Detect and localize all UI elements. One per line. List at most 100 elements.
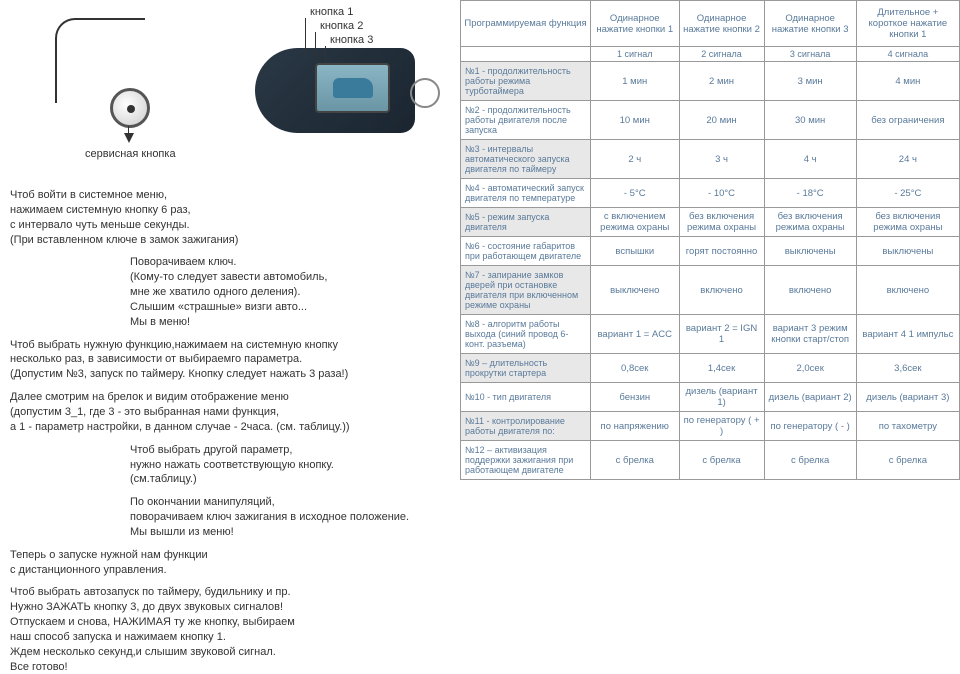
service-button-label: сервисная кнопка [85,148,176,160]
value-cell: с брелка [591,441,680,480]
para-8: Чтоб выбрать автозапуск по таймеру, буди… [10,585,450,674]
value-cell: 2 ч [591,140,680,179]
value-cell: 2,0сек [764,354,856,383]
value-cell: без ограничения [856,101,959,140]
th-c3: Одинарное нажатие кнопки 3 [764,1,856,47]
th-empty [461,47,591,62]
value-cell: 10 мин [591,101,680,140]
value-cell: по тахометру [856,412,959,441]
table-row: №1 - продолжительность работы режима тур… [461,62,960,101]
table-row: №12 – активизация поддержки зажигания пр… [461,441,960,480]
func-cell: №6 - состояние габаритов при работающем … [461,237,591,266]
table-row: №9 – длительность прокрутки стартера0,8с… [461,354,960,383]
value-cell: включено [679,266,764,315]
func-cell: №12 – активизация поддержки зажигания пр… [461,441,591,480]
settings-table: Программируемая функция Одинарное нажати… [460,0,960,480]
func-cell: №1 - продолжительность работы режима тур… [461,62,591,101]
value-cell: 2 мин [679,62,764,101]
value-cell: по генератору ( + ) [679,412,764,441]
value-cell: вариант 2 = IGN 1 [679,315,764,354]
value-cell: 1,4сек [679,354,764,383]
func-cell: №4 - автоматический запуск двигателя по … [461,179,591,208]
value-cell: бензин [591,383,680,412]
value-cell: дизель (вариант 1) [679,383,764,412]
value-cell: по напряжению [591,412,680,441]
value-cell: 3 мин [764,62,856,101]
car-icon [333,78,373,98]
th-c1: Одинарное нажатие кнопки 1 [591,1,680,47]
keyring-icon [410,78,440,108]
value-cell: вариант 1 = ACC [591,315,680,354]
value-cell: с брелка [856,441,959,480]
service-antenna [110,88,150,128]
btn-pointer-3 [325,46,326,61]
table-row: №3 - интервалы автоматического запуска д… [461,140,960,179]
value-cell: - 25°C [856,179,959,208]
value-cell: вспышки [591,237,680,266]
btn2-label: кнопка 2 [320,20,363,32]
table-row: №7 - запирание замков дверей при останов… [461,266,960,315]
para-2: Поворачиваем ключ. (Кому-то следует заве… [130,255,450,329]
func-cell: №8 - алгоритм работы выхода (синий прово… [461,315,591,354]
value-cell: с брелка [679,441,764,480]
para-6: По окончании манипуляций, поворачиваем к… [130,495,450,540]
table-row: №6 - состояние габаритов при работающем … [461,237,960,266]
value-cell: без включения режима охраны [764,208,856,237]
th-func: Программируемая функция [461,1,591,47]
value-cell: 20 мин [679,101,764,140]
value-cell: вариант 4 1 импульс [856,315,959,354]
remote-keyfob [255,48,415,133]
value-cell: 24 ч [856,140,959,179]
value-cell: с включением режима охраны [591,208,680,237]
value-cell: - 18°C [764,179,856,208]
value-cell: горят постоянно [679,237,764,266]
value-cell: 0,8сек [591,354,680,383]
func-cell: №11 - контролирование работы двигателя п… [461,412,591,441]
para-7: Теперь о запуске нужной нам функции с ди… [10,548,450,578]
value-cell: 4 ч [764,140,856,179]
value-cell: выключены [764,237,856,266]
th-c2: Одинарное нажатие кнопки 2 [679,1,764,47]
func-cell: №5 - режим запуска двигателя [461,208,591,237]
btn-pointer-1 [305,18,306,53]
btn3-label: кнопка 3 [330,34,373,46]
value-cell: дизель (вариант 3) [856,383,959,412]
value-cell: с брелка [764,441,856,480]
value-cell: включено [856,266,959,315]
para-1: Чтоб войти в системное меню, нажимаем си… [10,188,450,247]
th-s3: 3 сигнала [764,47,856,62]
th-s2: 2 сигнала [679,47,764,62]
value-cell: 1 мин [591,62,680,101]
value-cell: включено [764,266,856,315]
value-cell: дизель (вариант 2) [764,383,856,412]
func-cell: №7 - запирание замков дверей при останов… [461,266,591,315]
value-cell: 3,6сек [856,354,959,383]
value-cell: выключено [591,266,680,315]
table-row: №8 - алгоритм работы выхода (синий прово… [461,315,960,354]
instructions-text: Чтоб войти в системное меню, нажимаем си… [10,188,450,674]
th-s1: 1 сигнал [591,47,680,62]
value-cell: - 5°C [591,179,680,208]
btn1-label: кнопка 1 [310,6,353,18]
value-cell: 3 ч [679,140,764,179]
table-row: №5 - режим запуска двигателяс включением… [461,208,960,237]
para-4: Далее смотрим на брелок и видим отображе… [10,390,450,435]
th-s4: 4 сигнала [856,47,959,62]
remote-screen [315,63,390,113]
func-cell: №10 - тип двигателя [461,383,591,412]
para-5: Чтоб выбрать другой параметр, нужно нажа… [130,443,450,488]
value-cell: без включения режима охраны [856,208,959,237]
value-cell: - 10°C [679,179,764,208]
func-cell: №2 - продолжительность работы двигателя … [461,101,591,140]
func-cell: №3 - интервалы автоматического запуска д… [461,140,591,179]
value-cell: вариант 3 режим кнопки старт/стоп [764,315,856,354]
table-row: №2 - продолжительность работы двигателя … [461,101,960,140]
th-c4: Длительное + короткое нажатие кнопки 1 [856,1,959,47]
value-cell: без включения режима охраны [679,208,764,237]
diagram-area: сервисная кнопка кнопка 1 кнопка 2 кнопк… [10,8,450,178]
btn-pointer-2 [315,32,316,57]
table-row: №4 - автоматический запуск двигателя по … [461,179,960,208]
para-3: Чтоб выбрать нужную функцию,нажимаем на … [10,338,450,383]
value-cell: 4 мин [856,62,959,101]
func-cell: №9 – длительность прокрутки стартера [461,354,591,383]
